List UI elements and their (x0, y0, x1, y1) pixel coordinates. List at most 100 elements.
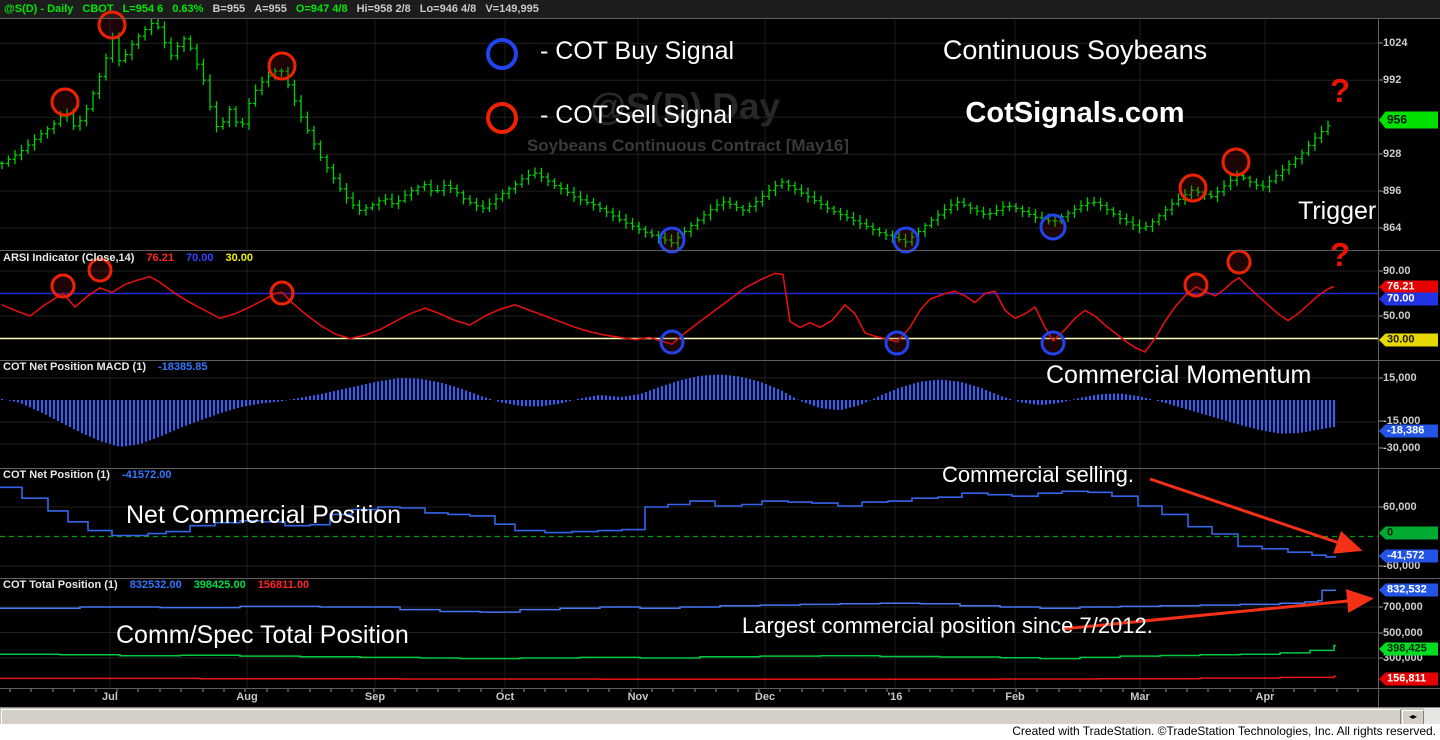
axis-label: 15,000 (1383, 372, 1417, 384)
symbol-info-segment: V=149,995 (485, 3, 539, 15)
month-label: Sep (364, 691, 386, 703)
question-mark-bottom: ? (1330, 236, 1351, 273)
axis-label: 700,000 (1383, 601, 1423, 613)
annotation-arrow (1149, 477, 1363, 554)
legend-sell-label: - COT Sell Signal (540, 101, 733, 129)
macd-panel-label: COT Net Position MACD (1) -18385.85 (3, 361, 220, 373)
axis-label: 896 (1383, 185, 1402, 197)
panel-separator[interactable] (0, 578, 1440, 579)
axis-value-badge: 956 (1379, 111, 1438, 129)
axis-label: -15,000 (1383, 415, 1421, 427)
price-axis-line (1378, 18, 1379, 707)
panel-separator[interactable] (0, 250, 1440, 251)
axis-value-badge: -41,572 (1379, 549, 1438, 563)
axis-value-badge: -18,386 (1379, 424, 1438, 438)
axis-label: 992 (1383, 74, 1402, 86)
month-label: Oct (495, 691, 515, 703)
panel-label-segment: 156811.00 (257, 579, 310, 591)
scrollbar-split-button[interactable]: ◂▸ (1402, 710, 1424, 725)
axis-label: 50.00 (1383, 310, 1411, 322)
axis-label: 1024 (1383, 37, 1408, 49)
axis-value-badge: 76.21 (1379, 280, 1438, 294)
annotation-arrow (1061, 589, 1374, 631)
chart-watermark-symbol: @S(D) Day (589, 86, 781, 127)
cot-buy-signal-circle (1040, 330, 1066, 356)
cot-buy-signal-circle (659, 329, 685, 355)
symbol-info-segment: Lo=946 4/8 (419, 3, 477, 15)
cot-sell-signal-circle (1226, 249, 1252, 275)
axis-value-badge: 156,811 (1379, 672, 1438, 686)
axis-value-badge: 832,532 (1379, 583, 1438, 597)
cot-sell-signal-circle (87, 257, 113, 283)
panel-label-segment: 70.00 (185, 252, 214, 264)
symbol-info-bar: @S(D) - Daily CBOT L=954 6 0.63% B=955 A=955 O… (0, 0, 1440, 18)
spec_total-line (0, 644, 1336, 660)
panel-label-segment: 398425.00 (193, 579, 246, 591)
rsi-panel-label: ARSI Indicator (Close,14) 76.21 70.00 30.00 (3, 252, 265, 264)
cot-sell-signal-circle (97, 10, 127, 40)
total-position-panel-label: COT Total Position (1) 832532.00 398425.00… (3, 579, 321, 591)
scrollbar-thumb[interactable] (1, 709, 1401, 725)
panel-separator[interactable] (0, 360, 1440, 361)
horizontal-scrollbar[interactable]: ◂▸ (0, 707, 1440, 725)
question-mark-top: ? (1330, 72, 1351, 109)
axis-value-badge: 70.00 (1379, 292, 1438, 306)
panel-label-segment: 832532.00 (129, 579, 182, 591)
cot-sell-signal-circle (1221, 147, 1251, 177)
panel-label-segment: COT Total Position (1) (3, 579, 118, 591)
legend-buy-label: - COT Buy Signal (540, 37, 735, 65)
rsi-line (1, 272, 1335, 353)
axis-label: -60,000 (1383, 560, 1421, 572)
axis-value-badge: 0 (1379, 526, 1438, 540)
panel-separator (0, 18, 1440, 19)
panel-label-segment: -18385.85 (158, 361, 208, 373)
panel-separator (0, 688, 1440, 689)
symbol-info-segment: 0.63% (172, 3, 204, 15)
panel-label-segment: 76.21 (146, 252, 174, 264)
trigger-label: Trigger (1298, 197, 1377, 225)
cot-buy-signal-circle (884, 330, 910, 356)
cot-sell-signal-circle (269, 280, 295, 306)
cot-sell-signal-circle (50, 87, 80, 117)
symbol-info-segment: @S(D) - Daily (4, 3, 74, 15)
cot-sell-signal-circle (267, 51, 297, 81)
axis-label: -30,000 (1383, 442, 1421, 454)
axis-label: 90.00 (1383, 265, 1411, 277)
axis-value-badge: 30.00 (1379, 333, 1438, 347)
axis-label: 500,000 (1383, 627, 1423, 639)
cot-sell-signal-icon (486, 102, 518, 134)
chart-watermark-contract: Soybeans Continuous Contract [May16] (526, 136, 850, 155)
panel-label-segment: ARSI Indicator (Close,14) (3, 252, 135, 264)
net-position-panel-label: COT Net Position (1) -41572.00 (3, 469, 184, 481)
axis-value-badge: 398,425 (1379, 642, 1438, 656)
panel-label-segment: -41572.00 (121, 469, 172, 481)
net-position-line (0, 486, 1336, 558)
month-label: Mar (1130, 691, 1150, 703)
largest-position-label: Largest commercial position since 7/2012… (742, 613, 1153, 638)
cot-buy-signal-circle (1039, 213, 1067, 241)
panel-label-segment: 30.00 (225, 252, 254, 264)
cot-buy-signal-icon (486, 38, 518, 70)
symbol-info-segment: O=947 4/8 (295, 3, 348, 15)
net-commercial-position-label: Net Commercial Position (126, 501, 402, 529)
month-label: Dec (754, 691, 776, 703)
month-label: '16 (887, 691, 903, 703)
comm-spec-total-label: Comm/Spec Total Position (116, 621, 409, 649)
month-label: Aug (236, 691, 258, 703)
symbol-info-segment: L=954 6 (122, 3, 164, 15)
month-label: Nov (627, 691, 649, 703)
copyright-bar: Created with TradeStation. ©TradeStation… (0, 724, 1440, 740)
month-label: Feb (1005, 691, 1025, 703)
month-label: Apr (1255, 691, 1275, 703)
cot-buy-signal-circle (658, 226, 686, 254)
cot-sell-signal-circle (50, 273, 76, 299)
panel-label-segment: COT Net Position MACD (1) (3, 361, 146, 373)
symbol-info-segment: B=955 (212, 3, 246, 15)
commercial_total-line (0, 589, 1336, 613)
panel-separator[interactable] (0, 468, 1440, 469)
commercial-selling-label: Commercial selling. (942, 462, 1134, 487)
cot-sell-signal-circle (1178, 173, 1208, 203)
chart-title: Continuous Soybeans (942, 35, 1208, 65)
